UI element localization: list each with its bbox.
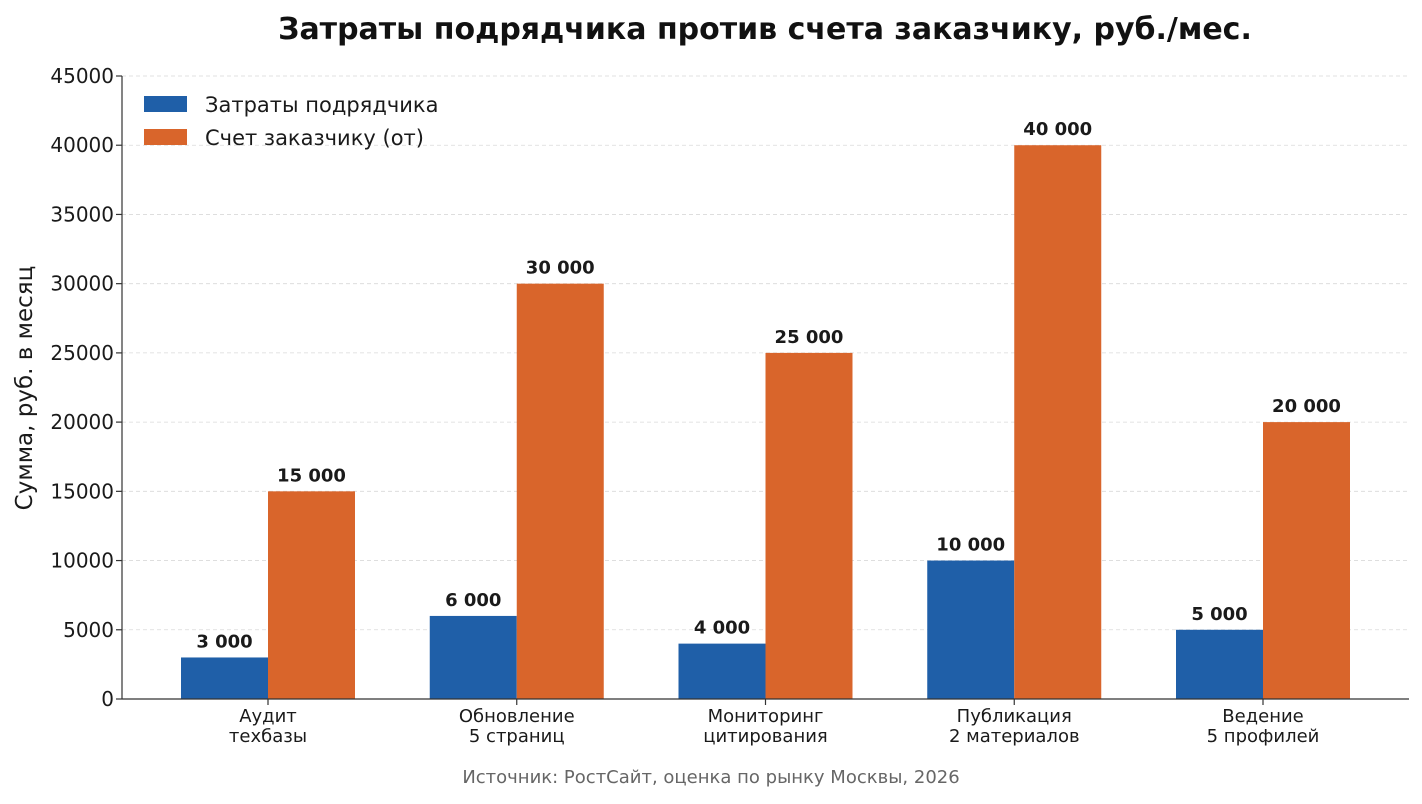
- x-tick-label: Ведение 5 профилей: [1207, 706, 1320, 747]
- bar-invoice: [516, 283, 604, 699]
- bar-invoice: [765, 352, 853, 699]
- bar-value-label: 4 000: [694, 618, 750, 639]
- chart-title: Затраты подрядчика против счета заказчик…: [278, 12, 1252, 47]
- y-tick-label: 5000: [63, 618, 114, 642]
- x-tick-label-line: Ведение: [1222, 706, 1303, 727]
- bar-cost: [181, 657, 268, 699]
- bar-value-label: 20 000: [1272, 396, 1341, 417]
- legend-label-cost: Затраты подрядчика: [205, 93, 438, 117]
- y-tick-label: 15000: [50, 479, 114, 503]
- legend-swatch-cost: [144, 96, 187, 112]
- x-tick-label-line: цитирования: [703, 726, 828, 747]
- y-tick-label: 45000: [50, 64, 114, 88]
- x-tick-label-line: 5 профилей: [1207, 726, 1320, 747]
- bar-invoice: [1014, 145, 1102, 699]
- x-tick-label: Публикация 2 материалов: [949, 706, 1080, 747]
- bar-value-label: 40 000: [1023, 119, 1092, 140]
- bar-cost: [678, 643, 766, 699]
- x-tick-label-line: Мониторинг: [708, 706, 824, 727]
- legend-label-invoice: Счет заказчику (от): [205, 126, 424, 150]
- x-tick-label: Мониторинг цитирования: [703, 706, 828, 747]
- source-note: Источник: РостСайт, оценка по рынку Моск…: [462, 767, 959, 788]
- y-axis-label: Сумма, руб. в месяц: [12, 266, 38, 511]
- y-tick-label: 10000: [50, 549, 114, 573]
- y-tick-label: 20000: [50, 410, 114, 434]
- x-tick-label: Обновление 5 страниц: [459, 706, 575, 747]
- bar-cost: [429, 615, 517, 699]
- x-tick-label-line: техбазы: [229, 726, 307, 747]
- bar-cost: [927, 560, 1015, 699]
- y-tick-label: 25000: [50, 341, 114, 365]
- bar-value-label: 25 000: [775, 327, 844, 348]
- bar-invoice: [268, 491, 355, 699]
- y-tick-label: 30000: [50, 272, 114, 296]
- bar-invoice: [1263, 422, 1350, 699]
- x-tick-label-line: 5 страниц: [469, 726, 565, 747]
- legend-swatch-invoice: [144, 129, 187, 145]
- x-tick-label: Аудит техбазы: [229, 706, 307, 747]
- y-tick-label: 35000: [50, 202, 114, 226]
- bar-value-label: 5 000: [1191, 604, 1247, 625]
- x-tick-label-line: Обновление: [459, 706, 575, 727]
- bar-value-label: 30 000: [526, 258, 595, 279]
- y-tick-label: 0: [101, 687, 114, 711]
- x-tick-label-line: Публикация: [957, 706, 1072, 727]
- bar-value-label: 6 000: [445, 590, 501, 611]
- x-tick-label-line: Аудит: [239, 706, 297, 727]
- y-tick-label: 40000: [50, 133, 114, 157]
- bar-value-label: 10 000: [936, 535, 1005, 556]
- bar-cost: [1176, 629, 1263, 699]
- bar-value-label: 15 000: [277, 465, 346, 486]
- x-tick-label-line: 2 материалов: [949, 726, 1080, 747]
- bar-value-label: 3 000: [196, 631, 252, 652]
